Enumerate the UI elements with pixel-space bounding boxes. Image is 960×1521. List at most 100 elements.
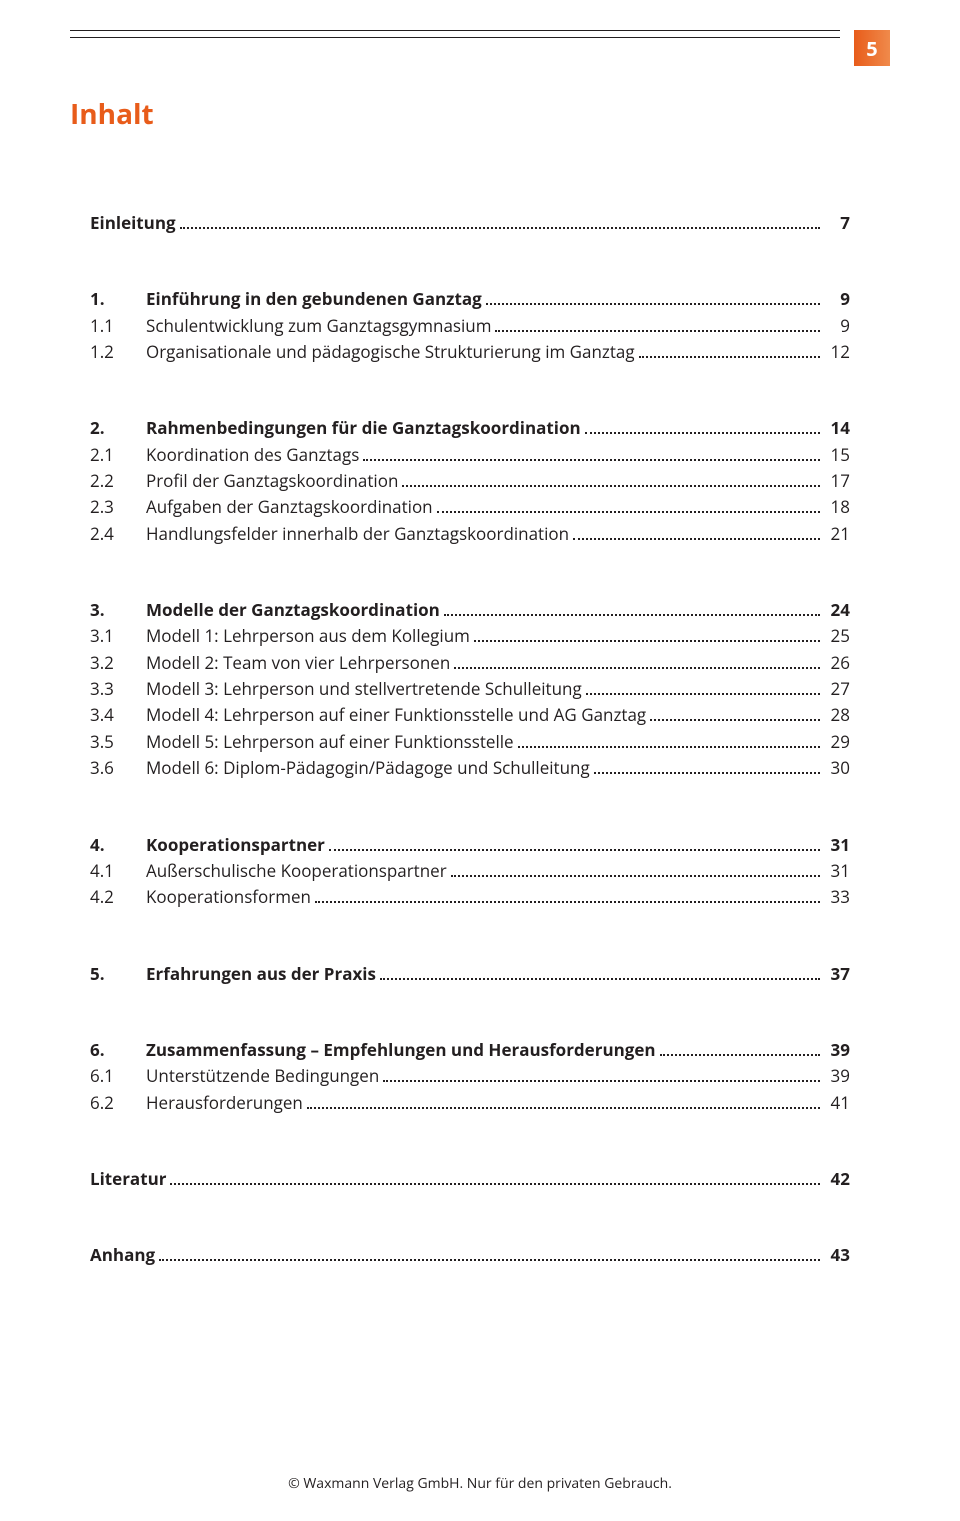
toc-entry-number: 2.3	[90, 494, 146, 520]
toc-entry-page: 43	[824, 1242, 850, 1268]
toc-entry-label: Kooperationsformen	[146, 884, 311, 910]
toc-leader-dots	[307, 1093, 820, 1108]
toc-entry-number: 2.1	[90, 442, 146, 468]
toc-leader-dots	[329, 835, 820, 850]
toc-leader-dots	[159, 1246, 820, 1261]
toc-row: 1.1Schulentwicklung zum Ganztagsgymnasiu…	[90, 313, 850, 339]
toc-row: 6.2Herausforderungen 41	[90, 1090, 850, 1116]
toc-leader-dots	[594, 759, 820, 774]
toc-entry-page: 37	[824, 961, 850, 987]
toc-leader-dots	[660, 1041, 820, 1056]
toc-leader-dots	[383, 1067, 820, 1082]
toc-row: 2.1Koordination des Ganztags15	[90, 442, 850, 468]
toc-entry-number: 2.2	[90, 468, 146, 494]
toc-entry-page: 26	[824, 650, 850, 676]
toc-leader-dots	[639, 343, 820, 358]
toc-entry-label: Kooperationspartner	[146, 832, 325, 858]
toc-row: 2.Rahmenbedingungen für die Ganztagskoor…	[90, 415, 850, 441]
toc-entry-number: 3.3	[90, 676, 146, 702]
toc-row: 4.1Außerschulische Kooperationspartner31	[90, 858, 850, 884]
header-rules	[70, 30, 840, 38]
toc-row: 3.4Modell 4: Lehrperson auf einer Funkti…	[90, 702, 850, 728]
toc-entry-page: 30	[824, 755, 850, 781]
toc-row: 3.1Modell 1: Lehrperson aus dem Kollegiu…	[90, 623, 850, 649]
toc-entry-page: 39	[824, 1037, 850, 1063]
toc-entry-number: 3.6	[90, 755, 146, 781]
toc-entry-page: 31	[824, 832, 850, 858]
toc-entry-label: Einleitung	[90, 210, 176, 236]
toc-leader-dots	[380, 964, 820, 979]
toc-leader-dots	[586, 680, 820, 695]
toc-entry-label: Modell 4: Lehrperson auf einer Funktions…	[146, 702, 646, 728]
toc-entry-number: 4.	[90, 832, 146, 858]
toc-row: Einleitung7	[90, 210, 850, 236]
toc-entry-number: 2.	[90, 415, 146, 441]
toc-row: 5.Erfahrungen aus der Praxis 37	[90, 961, 850, 987]
toc-row: 3.3Modell 3: Lehrperson und stellvertret…	[90, 676, 850, 702]
toc-entry-number: 1.	[90, 286, 146, 312]
toc-entry-label: Aufgaben der Ganztagskoordination	[146, 494, 433, 520]
toc-entry-label: Modelle der Ganztagskoordination	[146, 597, 440, 623]
toc-entry-number: 1.2	[90, 339, 146, 365]
toc-entry-number: 3.1	[90, 623, 146, 649]
toc-entry-label: Zusammenfassung – Empfehlungen und Herau…	[146, 1037, 656, 1063]
toc-entry-label: Anhang	[90, 1242, 155, 1268]
toc-entry-label: Literatur	[90, 1166, 166, 1192]
toc-row: 6.Zusammenfassung – Empfehlungen und Her…	[90, 1037, 850, 1063]
toc-entry-label: Handlungsfelder innerhalb der Ganztagsko…	[146, 521, 569, 547]
toc-leader-dots	[402, 472, 820, 487]
toc-entry-page: 12	[824, 339, 850, 365]
toc-entry-label: Koordination des Ganztags	[146, 442, 359, 468]
toc-entry-label: Schulentwicklung zum Ganztagsgymnasium	[146, 313, 491, 339]
toc-row: 3.2Modell 2: Team von vier Lehrpersonen2…	[90, 650, 850, 676]
toc-row: 3.Modelle der Ganztagskoordination 24	[90, 597, 850, 623]
toc-entry-page: 39	[824, 1063, 850, 1089]
toc-row: 6.1Unterstützende Bedingungen39	[90, 1063, 850, 1089]
toc-entry-number: 5.	[90, 961, 146, 987]
page-title: Inhalt	[70, 95, 154, 133]
toc-leader-dots	[315, 888, 820, 903]
toc-row: Anhang 43	[90, 1242, 850, 1268]
toc-entry-page: 27	[824, 676, 850, 702]
toc-entry-page: 41	[824, 1090, 850, 1116]
toc-leader-dots	[437, 498, 820, 513]
toc-entry-label: Außerschulische Kooperationspartner	[146, 858, 447, 884]
toc-entry-number: 3.4	[90, 702, 146, 728]
toc-entry-label: Erfahrungen aus der Praxis	[146, 961, 376, 987]
toc-entry-label: Einführung in den gebundenen Ganztag	[146, 286, 482, 312]
toc-leader-dots	[454, 653, 820, 668]
toc-entry-number: 2.4	[90, 521, 146, 547]
toc-entry-number: 3.5	[90, 729, 146, 755]
toc-entry-number: 3.	[90, 597, 146, 623]
toc-leader-dots	[170, 1170, 820, 1185]
toc-leader-dots	[573, 524, 820, 539]
toc-entry-number: 4.2	[90, 884, 146, 910]
toc-entry-label: Herausforderungen	[146, 1090, 303, 1116]
toc-row: 4.Kooperationspartner 31	[90, 832, 850, 858]
toc-row: 2.3Aufgaben der Ganztagskoordination 18	[90, 494, 850, 520]
page-number-badge: 5	[854, 30, 890, 66]
footer-copyright: © Waxmann Verlag GmbH. Nur für den priva…	[0, 1474, 960, 1493]
toc-row: 1.Einführung in den gebundenen Ganztag 9	[90, 286, 850, 312]
toc-entry-page: 14	[824, 415, 850, 441]
toc-entry-page: 18	[824, 494, 850, 520]
toc-entry-page: 28	[824, 702, 850, 728]
toc-entry-page: 9	[824, 286, 850, 312]
toc-leader-dots	[495, 316, 820, 331]
toc-leader-dots	[451, 862, 820, 877]
toc-leader-dots	[474, 627, 820, 642]
toc-entry-page: 42	[824, 1166, 850, 1192]
toc-row: 2.2Profil der Ganztagskoordination17	[90, 468, 850, 494]
toc-entry-page: 24	[824, 597, 850, 623]
toc-entry-page: 31	[824, 858, 850, 884]
toc-entry-number: 1.1	[90, 313, 146, 339]
toc-entry-page: 21	[824, 521, 850, 547]
toc-entry-label: Modell 3: Lehrperson und stellvertretend…	[146, 676, 582, 702]
toc-entry-label: Modell 1: Lehrperson aus dem Kollegium	[146, 623, 470, 649]
toc-leader-dots	[444, 601, 820, 616]
toc-leader-dots	[486, 290, 820, 305]
toc-entry-label: Rahmenbedingungen für die Ganztagskoordi…	[146, 415, 581, 441]
toc-entry-page: 29	[824, 729, 850, 755]
toc-entry-label: Unterstützende Bedingungen	[146, 1063, 379, 1089]
toc-entry-number: 6.2	[90, 1090, 146, 1116]
